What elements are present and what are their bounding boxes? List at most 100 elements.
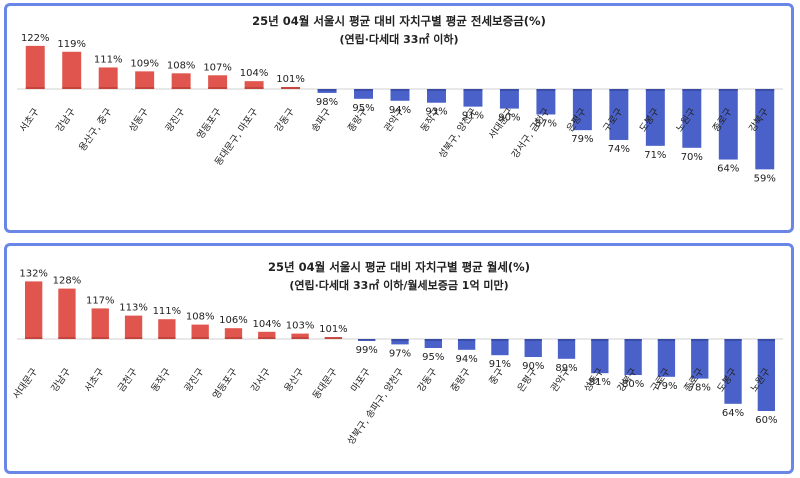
bar [191,324,209,339]
bar-edge [98,87,118,89]
data-label: 113% [119,303,148,314]
bar-edge [358,339,376,341]
data-label: 108% [186,312,215,323]
data-label: 87% [535,118,557,129]
category-label: 강남구 [49,366,73,394]
bar-edge [557,339,576,341]
bar-edge [224,337,243,339]
bar-edge [724,339,742,341]
bar [158,319,176,339]
bar [645,89,665,146]
data-label: 74% [608,144,630,155]
data-label: 70% [681,152,703,163]
category-label: 광진구 [163,106,188,135]
jeonse-chart-panel: 25년 04월 서울시 평균 대비 자치구별 평균 전세보증금(%) (연립·다… [4,3,794,233]
bar [724,339,742,404]
bar-edge [354,89,374,91]
bar-edge [390,89,410,91]
data-label: 132% [19,268,48,279]
category-label: 금천구 [116,366,140,394]
category-label: 서초구 [83,366,107,394]
chart-subtitle: (연립·다세대 33㎡ 이하) [339,33,459,46]
data-label: 111% [94,54,123,65]
bar [463,89,483,107]
category-label: 서대문구 [11,366,40,401]
category-label: 동작구 [419,106,443,134]
bar-edge [536,89,556,91]
category-label: 강동구 [416,366,440,394]
bar [557,339,576,359]
bar-edge [158,337,176,339]
data-label: 117% [86,295,115,306]
data-label: 106% [219,315,248,326]
category-label: 중랑구 [448,366,473,395]
data-label: 111% [153,306,182,317]
bar [757,339,776,411]
data-label: 104% [240,68,269,79]
bar-edge [24,337,43,339]
bar-edge [191,337,209,339]
data-label: 90% [522,361,544,372]
bar-edge [391,339,409,341]
category-label: 강남구 [54,106,78,134]
bar-edge [572,89,592,91]
category-label: 영등포구 [211,366,240,401]
bar [25,45,45,89]
data-label: 103% [286,321,315,332]
category-label: 용산구, 중구 [77,106,115,153]
data-label: 122% [21,33,50,44]
chart-subtitle: (연립·다세대 33㎡ 이하/월세보증금 1억 미만) [289,279,509,292]
bar-edge [691,339,709,341]
bar [491,339,509,356]
bar-edge [463,89,483,91]
data-label: 64% [722,408,744,419]
data-label: 99% [356,345,378,356]
bar-edge [755,89,775,91]
category-label: 성동구 [127,106,151,134]
wolse-bar-chart: 132% 서대문구 128% 강남구 117% 서초구 113% 금천구 111% 동작구 108%… [11,268,783,447]
data-label: 91% [489,359,511,370]
category-label: 동대문구 [311,366,340,401]
bar [24,281,43,339]
bar [171,73,191,89]
bar [390,89,410,101]
data-label: 71% [644,150,666,161]
bar [244,81,264,89]
bar [755,89,775,170]
data-label: 97% [389,348,411,359]
bar [572,89,592,131]
data-label: 108% [167,60,196,71]
category-label: 은평구 [516,366,540,394]
bar [391,339,409,345]
category-label: 용산구 [282,366,306,394]
jeonse-bar-chart: 122% 서초구 119% 강남구 111% 용산구, 중구 109% 성동구 108% 광진구 1… [17,33,783,184]
data-label: 81% [589,377,611,388]
data-label: 101% [276,74,305,85]
bar [657,339,676,377]
bar-edge [281,87,301,89]
bar-edge [682,89,702,91]
category-label: 마포구 [349,366,373,394]
data-label: 94% [455,354,477,365]
bar-edge [58,337,76,339]
category-label: 영등포구 [195,106,224,141]
category-label: 서대문구 [487,106,516,141]
data-label: 128% [53,276,82,287]
data-label: 59% [754,173,776,184]
data-label: 95% [352,103,374,114]
bar [499,89,519,109]
bar-edge [524,339,542,341]
data-label: 119% [57,39,86,50]
chart-title: 25년 04월 서울시 평균 대비 자치구별 평균 전세보증금(%) [252,14,546,28]
bar [354,89,374,99]
data-label: 90% [498,113,520,124]
bar [291,333,309,339]
data-label: 60% [755,415,777,426]
bar [591,339,609,374]
category-label: 강서구 [249,366,273,394]
bar-edge [757,339,776,341]
data-label: 98% [316,97,338,108]
data-label: 80% [622,379,644,390]
bar-edge [591,339,609,341]
bar-edge [317,89,337,91]
